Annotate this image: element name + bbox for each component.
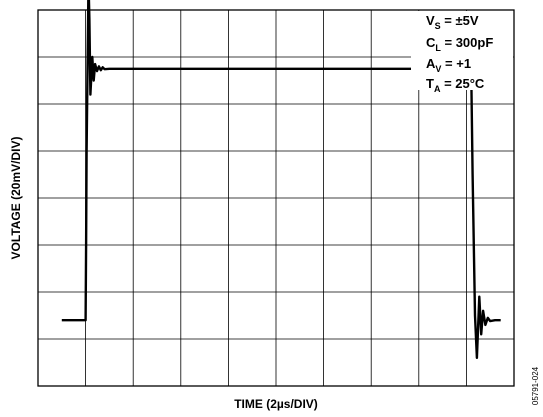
annotation-block: VS = ±5V CL = 300pF AV = +1 TA = 25°C — [411, 11, 513, 94]
waveform-trace — [61, 0, 501, 359]
annotation-gain: AV = +1 — [426, 56, 471, 74]
trace-layer — [61, 0, 501, 359]
annotation-background — [411, 11, 513, 90]
annotation-load: CL = 300pF — [426, 35, 493, 53]
annotation-supply: VS = ±5V — [426, 13, 479, 31]
x-axis-label: TIME (2µs/DIV) — [234, 397, 318, 411]
y-axis-label: VOLTAGE (20mV/DIV) — [9, 137, 23, 260]
figure-id: 05791-024 — [531, 366, 540, 405]
annotation-temperature: TA = 25°C — [426, 76, 485, 94]
